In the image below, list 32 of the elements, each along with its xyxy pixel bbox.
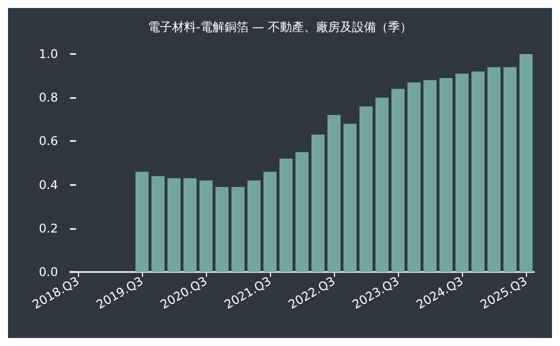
bar: [391, 88, 405, 272]
bar: [247, 180, 261, 272]
bar: [311, 134, 325, 272]
bar: [359, 106, 373, 272]
bar: [375, 98, 389, 272]
bar: [279, 158, 293, 272]
bar: [343, 124, 357, 272]
bar: [455, 74, 469, 272]
bar: [151, 176, 165, 272]
bar: [407, 82, 421, 272]
y-tick-label: 0.2: [38, 221, 58, 236]
y-tick-label: 0.8: [38, 90, 58, 105]
bar: [215, 186, 229, 272]
bar: [199, 180, 213, 272]
bar: [439, 78, 453, 272]
bar: [183, 178, 197, 272]
bar: [327, 115, 341, 272]
bar: [423, 80, 437, 272]
y-tick-label: 0.4: [38, 178, 58, 192]
bar: [487, 67, 501, 272]
y-tick-label: 1.0: [38, 47, 58, 61]
bar: [167, 178, 181, 272]
y-tick-label: 0.0: [38, 265, 58, 279]
bar: [231, 186, 245, 272]
chart-title: 電子材料-電解銅箔 — 不動產、廠房及設備（季）: [148, 20, 412, 34]
bar: [503, 67, 517, 272]
bar: [135, 172, 149, 272]
y-tick-label: 0.6: [38, 134, 58, 148]
bar: [471, 71, 485, 272]
bar: [295, 152, 309, 272]
bar: [519, 54, 533, 272]
bar: [263, 172, 277, 272]
